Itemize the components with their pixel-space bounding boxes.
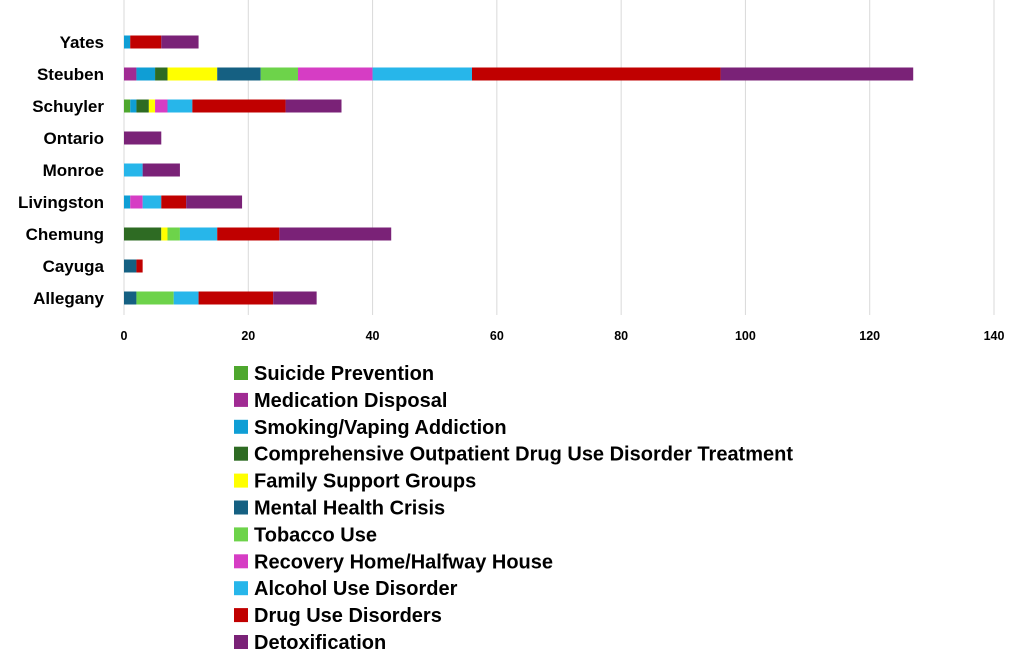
bar-segment: Chemung – Alcohol Use Disorder: 6 bbox=[179, 227, 218, 241]
legend-item: Family Support Groups bbox=[234, 471, 476, 493]
bar-segment: Livingston – Alcohol Use Disorder: 3 bbox=[142, 195, 162, 209]
legend: Suicide Prevention Medication Disposal Smo… bbox=[234, 363, 793, 654]
bar-segment: Schuyler – Suicide Prevention: 1 bbox=[124, 99, 131, 113]
legend-label: Suicide Prevention bbox=[254, 363, 434, 385]
bar-segment: Schuyler – Comprehensive Outpatient Drug… bbox=[136, 99, 149, 113]
legend-swatch bbox=[234, 473, 248, 488]
bar-segment: Schuyler – Recovery Home/Halfway House: … bbox=[155, 99, 168, 113]
x-tick-label: 100 bbox=[735, 329, 756, 343]
legend-item: Smoking/Vaping Addiction bbox=[234, 417, 507, 439]
bar-segment: Cayuga – Drug Use Disorders: 1 bbox=[136, 259, 143, 273]
legend-swatch bbox=[234, 635, 248, 649]
legend-label: Smoking/Vaping Addiction bbox=[254, 417, 507, 439]
bar-segment: Schuyler – Drug Use Disorders: 15 bbox=[192, 99, 286, 113]
category-label: Monroe bbox=[43, 161, 104, 180]
legend-label: Comprehensive Outpatient Drug Use Disord… bbox=[254, 444, 793, 466]
bar-segment: Livingston – Smoking/Vaping Addiction: 1 bbox=[124, 195, 131, 209]
bar-segment: Livingston – Detoxification: 9 bbox=[186, 195, 243, 209]
legend-label: Family Support Groups bbox=[254, 471, 476, 493]
category-labels: Allegany Cayuga Chemung Livingston Monroe Ont… bbox=[18, 33, 104, 308]
bar-segment: Schuyler – Family Support Groups: 1 bbox=[148, 99, 156, 113]
category-label: Ontario bbox=[44, 129, 104, 148]
legend-item: Comprehensive Outpatient Drug Use Disord… bbox=[234, 444, 793, 466]
category-label: Allegany bbox=[33, 289, 104, 308]
legend-swatch bbox=[234, 581, 248, 596]
x-tick-label: 40 bbox=[366, 329, 380, 343]
x-tick-label: 20 bbox=[241, 329, 255, 343]
bar-segment: Chemung – Drug Use Disorders: 10 bbox=[217, 227, 280, 241]
legend-label: Tobacco Use bbox=[254, 524, 377, 546]
bar-segment: Allegany – Alcohol Use Disorder: 4 bbox=[173, 291, 199, 305]
legend-swatch bbox=[234, 366, 248, 380]
legend-label: Medication Disposal bbox=[254, 390, 447, 412]
bar-segment: Monroe – Alcohol Use Disorder: 3 bbox=[124, 163, 143, 177]
x-tick-label: 60 bbox=[490, 329, 504, 343]
bar-segment: Cayuga – Mental Health Crisis: 2 bbox=[124, 259, 137, 273]
bar-segment: Allegany – Mental Health Crisis: 2 bbox=[124, 291, 137, 305]
x-tick-label: 120 bbox=[859, 329, 880, 343]
legend-swatch bbox=[234, 392, 248, 407]
legend-item: Detoxification bbox=[234, 632, 386, 654]
bar-segment: Schuyler – Alcohol Use Disorder: 4 bbox=[167, 99, 193, 113]
bar-segment: Allegany – Detoxification: 7 bbox=[273, 291, 317, 305]
legend-label: Alcohol Use Disorder bbox=[254, 578, 458, 600]
bar-segment: Yates – Detoxification: 6 bbox=[161, 35, 199, 49]
legend-item: Drug Use Disorders bbox=[234, 605, 442, 627]
x-tick-label: 140 bbox=[984, 329, 1005, 343]
bar-segment: Steuben – Family Support Groups: 8 bbox=[167, 67, 218, 81]
category-label: Livingston bbox=[18, 193, 104, 212]
bar-segment: Schuyler – Smoking/Vaping Addiction: 1 bbox=[130, 99, 137, 113]
legend-item: Tobacco Use bbox=[234, 524, 377, 546]
gridlines bbox=[123, 0, 995, 315]
bar-segment: Yates – Drug Use Disorders: 5 bbox=[130, 35, 162, 49]
legend-label: Detoxification bbox=[254, 632, 386, 654]
legend-swatch bbox=[234, 527, 248, 542]
x-axis-tick-labels: 0 20 40 60 80 100 120 140 bbox=[121, 329, 1005, 343]
bar-segment: Ontario – Detoxification: 6 bbox=[124, 131, 162, 145]
category-label: Chemung bbox=[26, 225, 104, 244]
x-tick-label: 80 bbox=[614, 329, 628, 343]
category-label: Schuyler bbox=[32, 97, 104, 116]
bar-segment: Steuben – Comprehensive Outpatient Drug … bbox=[155, 67, 168, 81]
bar-segment: Chemung – Comprehensive Outpatient Drug … bbox=[124, 227, 162, 241]
bar-segment: Yates – Smoking/Vaping Addiction: 1 bbox=[124, 35, 131, 49]
bar-segment: Livingston – Recovery Home/Halfway House… bbox=[130, 195, 143, 209]
legend-item: Mental Health Crisis bbox=[234, 498, 445, 520]
x-tick-label: 0 bbox=[121, 329, 128, 343]
bar-segment: Steuben – Alcohol Use Disorder: 16 bbox=[372, 67, 472, 81]
category-label: Cayuga bbox=[43, 257, 105, 276]
bar-segment: Allegany – Tobacco Use: 6 bbox=[136, 291, 174, 305]
bar-segment: Chemung – Family Support Groups: 1 bbox=[161, 227, 168, 241]
legend-item: Medication Disposal bbox=[234, 390, 447, 412]
legend-swatch bbox=[234, 554, 248, 569]
category-label: Steuben bbox=[37, 65, 104, 84]
bar-segment: Steuben – Detoxification: 31 bbox=[720, 67, 914, 81]
bar-segment: Monroe – Detoxification: 6 bbox=[142, 163, 180, 177]
legend-swatch bbox=[234, 446, 248, 461]
bar-segment: Steuben – Medication Disposal: 2 bbox=[124, 67, 137, 81]
bar-segment: Livingston – Drug Use Disorders: 4 bbox=[161, 195, 187, 209]
legend-item: Alcohol Use Disorder bbox=[234, 578, 458, 600]
legend-label: Mental Health Crisis bbox=[254, 498, 445, 520]
bar-segment: Steuben – Drug Use Disorders: 40 bbox=[472, 67, 721, 81]
bar-segment: Allegany – Drug Use Disorders: 12 bbox=[198, 291, 274, 305]
category-label: Yates bbox=[60, 33, 104, 52]
bars: Allegany – Mental Health Crisis: 2Allega… bbox=[124, 35, 914, 305]
legend-swatch bbox=[234, 608, 248, 623]
bar-segment: Steuben – Recovery Home/Halfway House: 1… bbox=[298, 67, 373, 81]
bar-segment: Chemung – Detoxification: 18 bbox=[279, 227, 392, 241]
bar-segment: Steuben – Tobacco Use: 6 bbox=[260, 67, 298, 81]
legend-swatch bbox=[234, 500, 248, 515]
bar-segment: Steuben – Mental Health Crisis: 7 bbox=[217, 67, 261, 81]
bar-segment: Steuben – Smoking/Vaping Addiction: 3 bbox=[136, 67, 156, 81]
legend-label: Recovery Home/Halfway House bbox=[254, 551, 553, 573]
bar-segment: Chemung – Tobacco Use: 2 bbox=[167, 227, 180, 241]
legend-label: Drug Use Disorders bbox=[254, 605, 442, 627]
legend-item: Suicide Prevention bbox=[234, 363, 434, 385]
legend-item: Recovery Home/Halfway House bbox=[234, 551, 553, 573]
legend-swatch bbox=[234, 419, 248, 434]
bar-segment: Schuyler – Detoxification: 9 bbox=[285, 99, 342, 113]
